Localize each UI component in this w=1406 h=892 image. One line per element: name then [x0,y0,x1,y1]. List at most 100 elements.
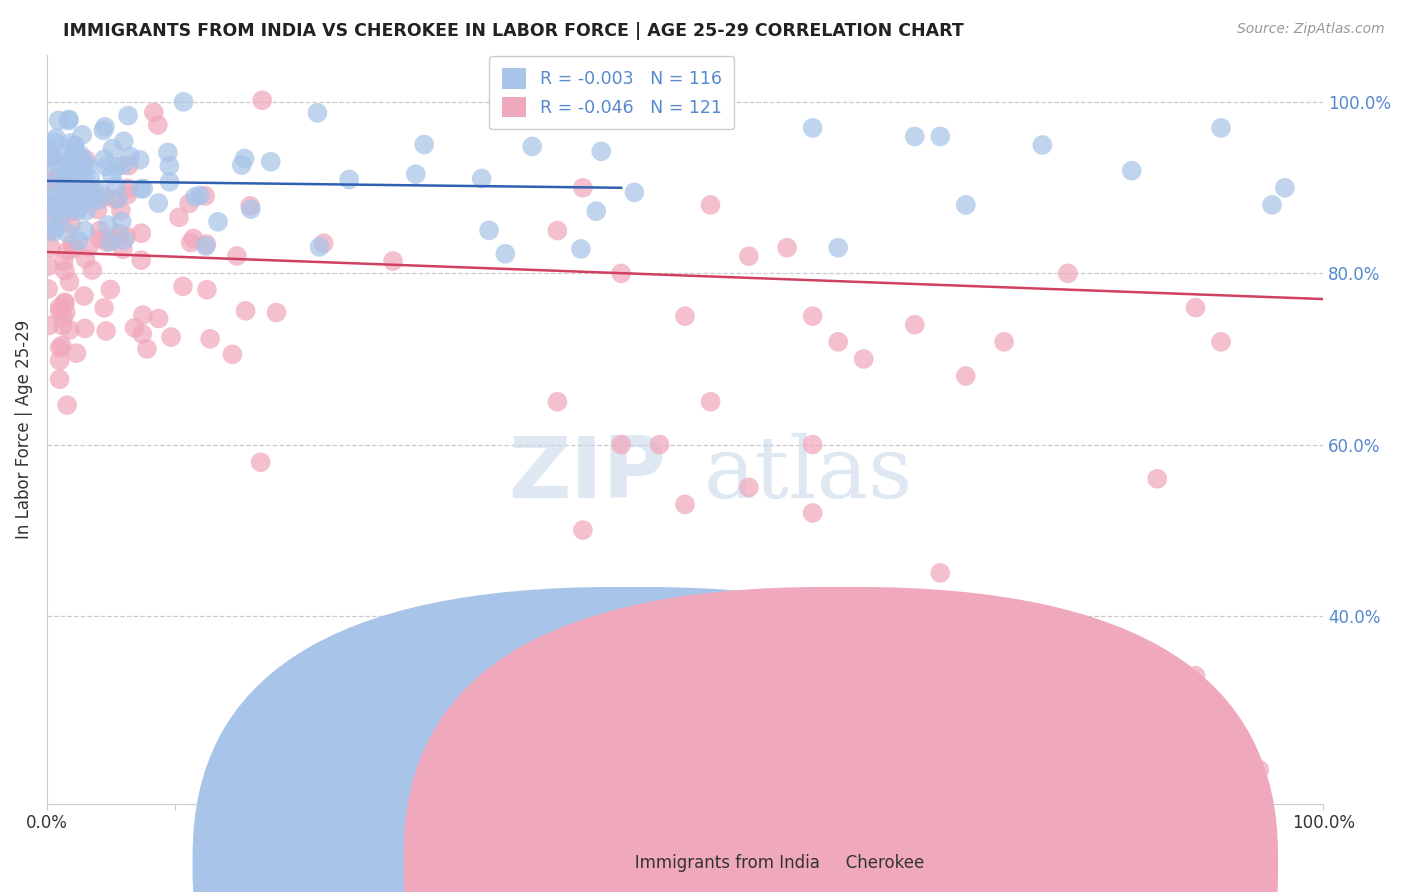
Point [239,199,262,213]
Point [79,171,101,186]
Point [96,235,118,249]
Point [41,202,63,216]
Point [38,196,60,211]
Point [233,152,256,166]
Point [65,150,87,164]
Point [42,225,65,239]
Point [93,301,115,315]
Point [266,305,288,319]
Point [73,155,96,169]
Point [1261,198,1284,212]
Point [160,330,183,344]
Point [157,159,180,173]
Point [66,194,89,209]
Point [546,224,568,238]
Point [207,215,229,229]
Point [65,162,87,177]
Point [801,309,824,323]
Point [955,369,977,384]
Point [572,523,595,537]
Point [929,129,952,144]
Point [852,351,875,366]
Point [117,159,139,173]
Point [72,128,94,142]
Point [107,192,129,206]
Point [100,168,122,182]
Point [110,203,132,218]
Point [56,244,79,258]
Point [77,239,100,253]
Point [53,172,76,186]
Point [58,113,80,128]
Point [46,155,69,169]
Point [48,195,70,210]
Point [55,155,77,169]
Point [699,394,721,409]
Point [572,181,595,195]
Point [70,188,93,202]
Point [337,172,360,186]
Point [94,324,117,338]
Point [699,198,721,212]
Point [146,118,169,132]
Point [73,289,96,303]
Point [249,455,271,469]
Point [132,308,155,322]
Point [73,169,96,184]
Point [60,153,83,168]
Point [128,153,150,167]
Point [569,242,592,256]
Point [56,398,79,412]
Legend: R = -0.003   N = 116, R = -0.046   N = 121: R = -0.003 N = 116, R = -0.046 N = 121 [489,56,734,129]
Text: Immigrants from India: Immigrants from India [619,855,820,872]
Point [44,221,66,235]
Point [58,205,80,219]
Y-axis label: In Labor Force | Age 25-29: In Labor Force | Age 25-29 [15,320,32,539]
Point [585,204,607,219]
Point [37,174,59,188]
Point [993,334,1015,349]
Point [97,218,120,232]
Point [63,139,86,153]
Point [250,93,273,107]
Point [39,241,62,255]
Point [478,223,501,237]
Text: atlas: atlas [704,433,914,516]
Point [1209,334,1232,349]
Point [124,321,146,335]
Point [39,196,62,211]
Point [39,193,62,207]
Point [1184,301,1206,315]
Point [195,237,218,252]
Point [904,129,927,144]
Point [48,372,70,386]
Point [70,148,93,162]
Point [623,186,645,200]
Point [1057,677,1080,691]
Point [260,154,283,169]
Point [67,167,90,181]
Point [221,347,243,361]
Point [104,160,127,174]
Point [63,190,86,204]
Point [184,190,207,204]
Point [63,138,86,153]
Point [77,183,100,197]
Point [776,241,799,255]
Point [1209,120,1232,135]
Point [59,201,82,215]
Point [132,181,155,195]
Point [58,275,80,289]
Point [738,249,761,263]
Point [610,437,633,451]
Point [131,326,153,341]
Point [55,305,77,319]
Point [52,254,75,268]
Point [37,143,59,157]
Point [49,202,72,216]
Point [66,204,89,219]
Point [546,394,568,409]
Point [37,165,59,179]
Point [198,332,221,346]
Point [148,311,170,326]
